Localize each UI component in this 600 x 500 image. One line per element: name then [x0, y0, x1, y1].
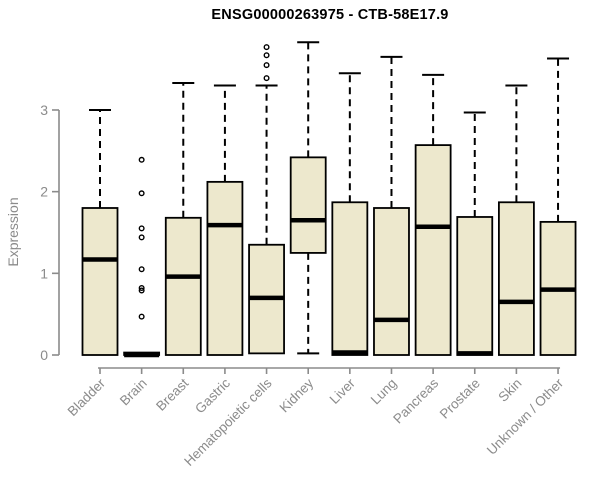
outlier-point	[263, 62, 270, 69]
y-tick-label: 0	[40, 347, 48, 363]
iqr-box	[497, 201, 535, 356]
x-tick-label: Bladder	[65, 375, 109, 419]
iqr-box	[456, 216, 494, 356]
iqr-box	[206, 180, 244, 356]
chart-title: ENSG00000263975 - CTB-58E17.9	[211, 7, 449, 23]
outlier-point	[138, 156, 145, 163]
outlier-point	[138, 266, 145, 273]
iqr-box	[414, 144, 452, 356]
outlier-point	[138, 313, 145, 320]
y-tick-label: 1	[40, 265, 48, 281]
outlier-point	[138, 287, 145, 294]
boxplot-box	[81, 108, 119, 356]
x-tick-label: Unknown / Other	[484, 375, 567, 458]
boxplot-box	[164, 82, 202, 356]
y-tick-label: 3	[40, 102, 48, 118]
x-tick-label: Prostate	[437, 376, 483, 422]
outlier-point	[138, 285, 145, 292]
boxplot-box	[539, 57, 577, 356]
x-tick-label: Pancreas	[390, 375, 441, 426]
outlier-point	[138, 234, 145, 241]
y-tick-label: 2	[40, 184, 48, 200]
boxplot-box	[289, 41, 327, 355]
boxplot-box	[497, 84, 535, 356]
boxplot-box	[206, 84, 244, 356]
outlier-point	[263, 52, 270, 59]
boxplot-box	[331, 72, 369, 356]
boxplot-box	[414, 73, 452, 356]
boxplot-box	[373, 55, 410, 356]
outlier-point	[263, 75, 270, 82]
x-tick-label: Lung	[368, 376, 400, 408]
iqr-box	[373, 207, 410, 356]
outlier-point	[138, 190, 145, 197]
outlier-point	[138, 225, 145, 232]
x-tick-label: Skin	[495, 376, 524, 405]
iqr-box	[164, 216, 202, 356]
outlier-point	[263, 44, 270, 51]
x-tick-label: Breast	[153, 375, 191, 413]
x-tick-label: Gastric	[192, 375, 233, 416]
boxplot-box	[456, 111, 494, 356]
x-tick-label: Brain	[117, 376, 150, 409]
iqr-box	[331, 201, 369, 356]
x-tick-label: Liver	[327, 375, 359, 407]
iqr-box	[81, 207, 119, 356]
iqr-box	[289, 156, 327, 254]
boxplot-box	[123, 156, 161, 358]
x-tick-label: Kidney	[277, 375, 317, 415]
boxplot-box	[248, 44, 285, 355]
